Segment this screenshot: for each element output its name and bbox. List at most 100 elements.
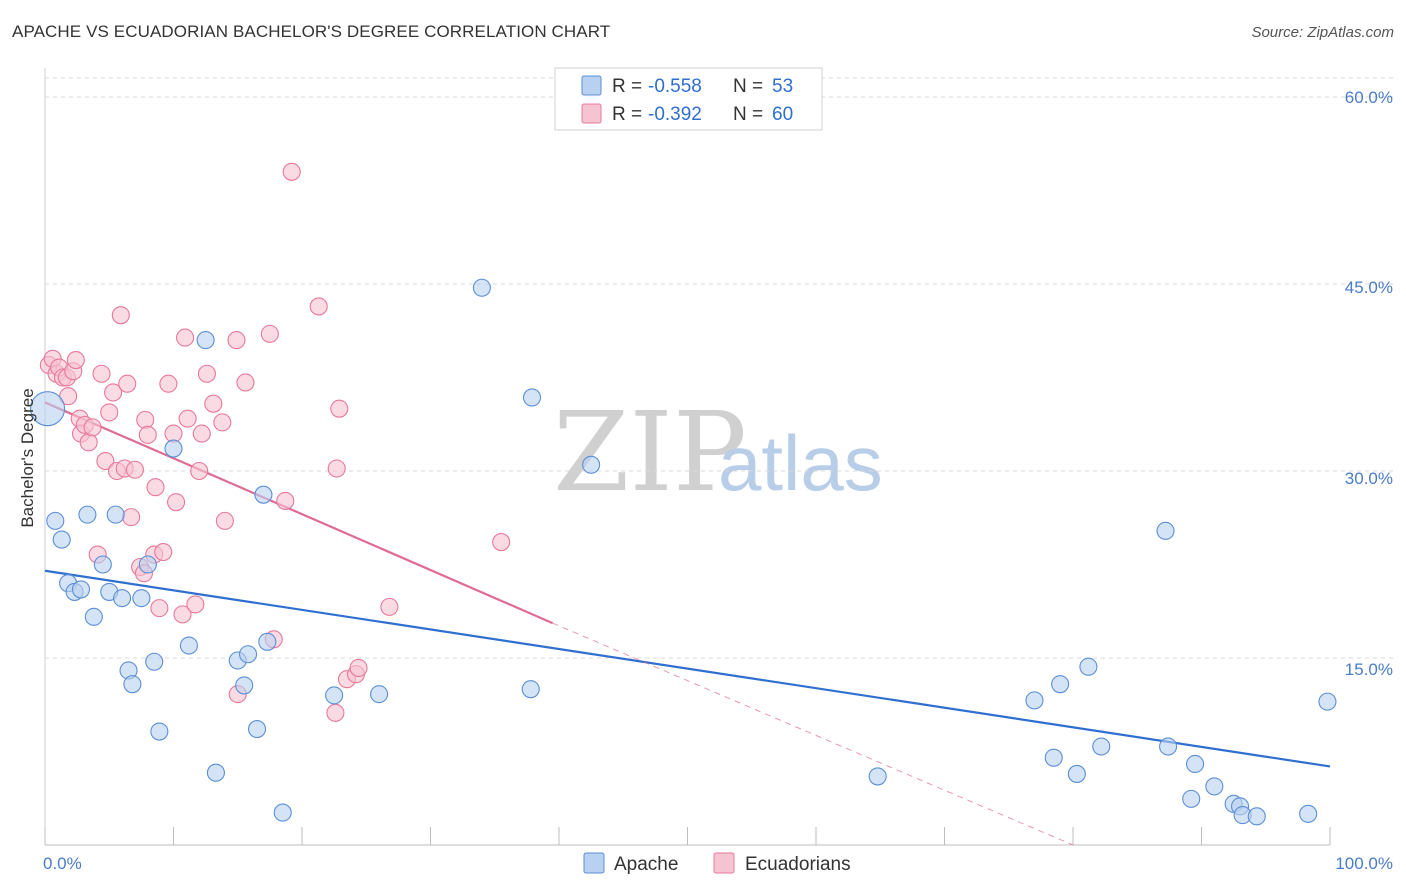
apache-point bbox=[196, 331, 215, 350]
apache-point bbox=[1205, 777, 1224, 796]
ecuadorian-point bbox=[204, 394, 223, 413]
y-axis-title: Bachelor's Degree bbox=[18, 388, 37, 527]
apache-point bbox=[179, 636, 198, 655]
ecuadorian-point bbox=[96, 451, 115, 471]
ecuadorian-trend-extension bbox=[552, 622, 1074, 846]
ecuadorian-point bbox=[380, 597, 399, 616]
ecuadorian-point bbox=[173, 605, 192, 624]
ecuadorian-point bbox=[309, 297, 328, 316]
stats-box: R = -0.558 N = 53 R = -0.392 N = 60 bbox=[554, 67, 823, 131]
apache-point bbox=[1182, 789, 1201, 808]
ecuadorian-point bbox=[178, 409, 197, 428]
apache-point bbox=[582, 455, 601, 474]
ecuadorian-point bbox=[92, 364, 111, 383]
legend-apache-swatch bbox=[583, 852, 605, 874]
ecuadorian-point bbox=[146, 478, 165, 497]
apache-point bbox=[258, 632, 277, 651]
apache-point bbox=[123, 675, 142, 694]
apache-point bbox=[325, 686, 344, 705]
ecuadorian-point bbox=[111, 306, 130, 325]
ecuadorian-point bbox=[150, 599, 169, 618]
stats-ecuadorian-r-value: -0.392 bbox=[648, 104, 702, 125]
apache-point bbox=[1156, 521, 1175, 540]
x-tick-label-max: 100.0% bbox=[1335, 854, 1393, 873]
apache-point bbox=[52, 530, 71, 549]
ecuadorian-point bbox=[159, 374, 178, 393]
watermark: ZIP atlas bbox=[553, 388, 883, 516]
apache-point bbox=[93, 555, 112, 574]
apache-point bbox=[78, 505, 97, 524]
ecuadorian-point bbox=[327, 459, 346, 478]
stats-apache-n-value: 53 bbox=[772, 76, 793, 97]
watermark-atlas: atlas bbox=[718, 419, 883, 507]
stats-apache-r-value: -0.558 bbox=[648, 76, 702, 97]
data-points bbox=[30, 162, 1337, 826]
stats-ecuadorian-swatch bbox=[581, 103, 602, 124]
ecuadorian-point bbox=[349, 658, 368, 678]
ecuadorian-point bbox=[167, 493, 186, 512]
apache-point bbox=[164, 439, 183, 458]
ecuadorian-point bbox=[125, 460, 144, 479]
legend: Apache Ecuadorians bbox=[583, 852, 851, 875]
apache-point bbox=[472, 278, 491, 297]
x-tick-label-min: 0.0% bbox=[43, 854, 82, 873]
apache-point bbox=[46, 511, 65, 530]
ecuadorian-point bbox=[136, 410, 155, 429]
apache-point bbox=[247, 720, 267, 739]
apache-point bbox=[521, 680, 540, 699]
apache-point bbox=[1051, 675, 1070, 694]
ecuadorian-point bbox=[282, 162, 301, 181]
ecuadorian-point bbox=[186, 595, 205, 614]
grid bbox=[45, 77, 1393, 659]
ecuadorian-point bbox=[326, 703, 345, 722]
apache-point bbox=[868, 767, 887, 786]
stats-apache-n-label: N = bbox=[733, 76, 763, 97]
apache-point bbox=[235, 676, 254, 695]
ecuadorian-point bbox=[197, 364, 216, 383]
apache-point bbox=[1025, 691, 1044, 710]
ecuadorian-point bbox=[66, 350, 85, 370]
y-tick-label-15: 15.0% bbox=[1345, 660, 1393, 679]
apache-point bbox=[84, 607, 103, 626]
ecuadorian-point bbox=[83, 418, 102, 437]
apache-point bbox=[1299, 804, 1318, 823]
stats-apache-r-label: R = bbox=[612, 76, 642, 97]
chart-title: APACHE VS ECUADORIAN BACHELOR'S DEGREE C… bbox=[12, 22, 611, 41]
ecuadorian-point bbox=[215, 511, 234, 530]
apache-point bbox=[238, 645, 258, 664]
ecuadorian-point bbox=[176, 328, 195, 347]
ecuadorian-point bbox=[100, 403, 119, 422]
apache-point bbox=[370, 685, 389, 704]
apache-point bbox=[30, 391, 66, 427]
y-tick-label-30: 30.0% bbox=[1345, 469, 1393, 488]
stats-ecuadorian-r-label: R = bbox=[612, 104, 642, 125]
ecuadorian-point bbox=[138, 425, 157, 444]
ecuadorian-point bbox=[236, 373, 255, 392]
apache-point bbox=[150, 722, 169, 741]
stats-apache-swatch bbox=[581, 75, 602, 96]
apache-point bbox=[145, 652, 164, 671]
apache-point bbox=[522, 388, 542, 407]
ecuadorian-point bbox=[213, 413, 232, 432]
apache-point bbox=[1159, 737, 1178, 756]
watermark-zip: ZIP bbox=[553, 388, 747, 516]
y-tick-label-45: 45.0% bbox=[1345, 278, 1393, 297]
x-ticks bbox=[44, 827, 1331, 845]
apache-point bbox=[1067, 764, 1086, 783]
ecuadorian-point bbox=[122, 508, 141, 527]
ecuadorian-point bbox=[276, 491, 295, 510]
ecuadorian-point bbox=[118, 374, 137, 393]
ecuadorian-point bbox=[330, 399, 349, 418]
ecuadorian-point bbox=[192, 424, 211, 443]
apache-point bbox=[138, 555, 157, 574]
ecuadorian-point bbox=[104, 383, 123, 402]
apache-point bbox=[1079, 657, 1098, 676]
apache-point bbox=[254, 485, 273, 504]
ecuadorian-point bbox=[260, 324, 279, 343]
ecuadorian-point bbox=[154, 542, 173, 562]
ecuadorian-point bbox=[190, 461, 209, 481]
source-credit: Source: ZipAtlas.com bbox=[1251, 24, 1394, 41]
apache-point bbox=[1044, 748, 1063, 767]
legend-ecuadorian-label: Ecuadorians bbox=[745, 854, 851, 875]
